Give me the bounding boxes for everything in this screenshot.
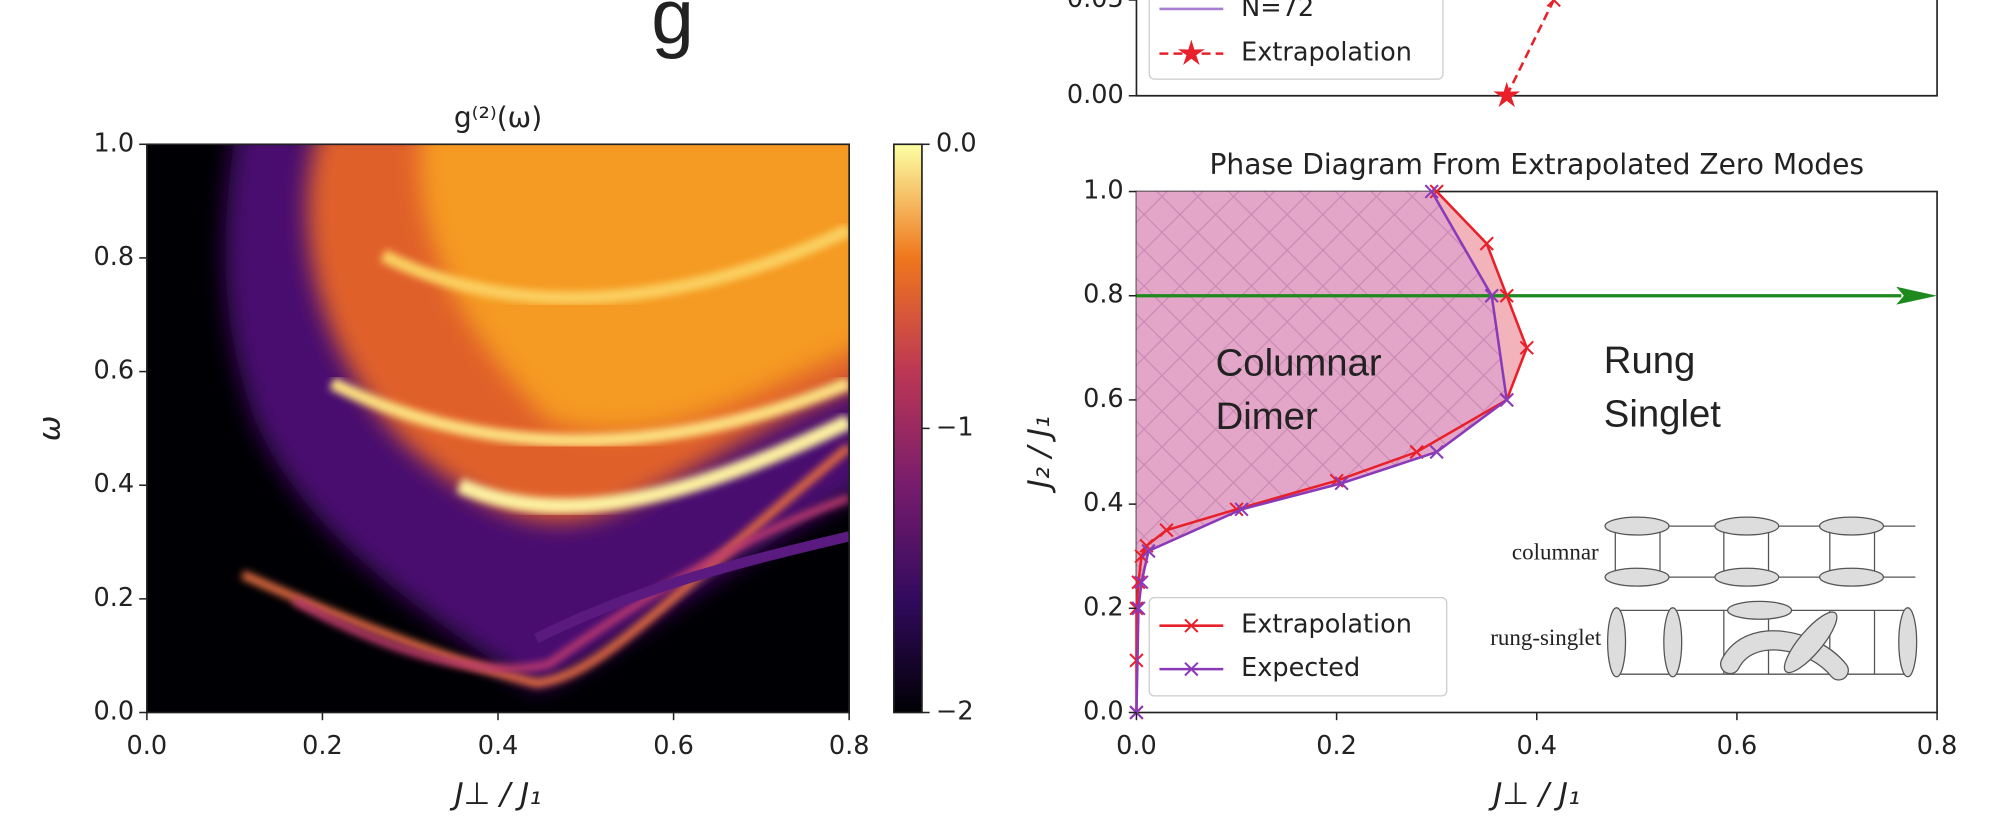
header-fragment: g bbox=[651, 0, 694, 60]
x-tick-label: 0.8 bbox=[829, 731, 870, 761]
marker bbox=[1159, 523, 1174, 538]
y-tick-label: 0.8 bbox=[1083, 280, 1124, 310]
region-fill bbox=[1136, 191, 1507, 713]
x-tick-label: 0.0 bbox=[127, 731, 168, 761]
region-label: Columnar bbox=[1216, 341, 1382, 384]
heatmap-image bbox=[146, 144, 850, 713]
y-axis-label: ω bbox=[33, 416, 68, 442]
x-tick-label: 0.4 bbox=[1516, 731, 1557, 761]
legend-box bbox=[1148, 596, 1448, 697]
marker bbox=[1429, 444, 1444, 460]
plot-frame bbox=[1135, 0, 1938, 97]
legend-label: N=72 bbox=[1241, 0, 1314, 23]
y-tick-label: 1.0 bbox=[1083, 176, 1124, 206]
legend-label: Extrapolation bbox=[1241, 610, 1412, 640]
x-tick-label: 0.2 bbox=[1316, 731, 1357, 761]
marker bbox=[1546, 0, 1561, 8]
x-tick-label: 0.8 bbox=[1917, 731, 1958, 761]
y-tick-label: 1.0 bbox=[94, 128, 135, 158]
plot-area bbox=[1129, 184, 1938, 720]
inset-label: columnar bbox=[1512, 539, 1599, 564]
colorbar-tick-label: −2 bbox=[936, 697, 974, 727]
marker bbox=[1334, 476, 1349, 491]
legend-marker bbox=[1184, 661, 1199, 677]
x-axis-label: J⊥ / J₁ bbox=[1487, 777, 1580, 812]
marker bbox=[1499, 392, 1514, 408]
inset-label: rung-singlet bbox=[1490, 625, 1602, 650]
x-tick-label: 0.4 bbox=[478, 731, 519, 761]
x-tick-label: 0.6 bbox=[653, 731, 694, 761]
marker bbox=[1429, 184, 1444, 199]
x-tick-label: 0.6 bbox=[1717, 731, 1758, 761]
marker bbox=[1424, 184, 1439, 199]
legend-label: Expected bbox=[1241, 653, 1360, 683]
y-tick-label: 0.8 bbox=[94, 242, 135, 272]
legend-marker bbox=[1184, 618, 1199, 633]
marker bbox=[1484, 288, 1499, 303]
y-tick-label: 0.2 bbox=[1083, 592, 1124, 622]
marker bbox=[1131, 601, 1146, 616]
y-tick-label: 0.0 bbox=[1083, 697, 1124, 727]
region-label: Singlet bbox=[1604, 392, 1721, 435]
colorbar-tick-label: 0.0 bbox=[936, 128, 977, 158]
y-tick-label: 0.0 bbox=[94, 697, 135, 727]
y-tick-label: 0.6 bbox=[1083, 384, 1124, 414]
x-axis-label: J⊥ / J₁ bbox=[449, 777, 542, 812]
y-tick-label: 0.4 bbox=[94, 469, 135, 499]
legend-marker bbox=[1178, 39, 1205, 65]
legend-label: Extrapolation bbox=[1241, 38, 1412, 68]
marker-star bbox=[1493, 81, 1521, 108]
series-line bbox=[1505, 0, 1555, 97]
region-label: Rung bbox=[1604, 339, 1696, 382]
marker bbox=[1479, 236, 1494, 251]
colorbar bbox=[893, 144, 922, 713]
inset-diagram bbox=[1604, 516, 1918, 681]
y-tick-label: 0.2 bbox=[94, 583, 135, 613]
marker bbox=[1519, 340, 1534, 355]
y-tick-label: 0.05 bbox=[1067, 0, 1124, 14]
y-axis-label: J₂ / J₁ bbox=[1022, 416, 1057, 494]
marker bbox=[1234, 502, 1249, 517]
marker bbox=[1499, 288, 1514, 303]
y-tick-label: 0.00 bbox=[1067, 80, 1124, 110]
marker bbox=[1134, 575, 1149, 590]
region-label: Dimer bbox=[1216, 395, 1318, 438]
colorbar-tick-label: −1 bbox=[936, 412, 974, 442]
x-tick-label: 0.2 bbox=[302, 731, 343, 761]
legend-box bbox=[1148, 0, 1444, 80]
x-tick-label: 0.0 bbox=[1116, 731, 1157, 761]
chart-title: Phase Diagram From Extrapolated Zero Mod… bbox=[1209, 148, 1864, 181]
series-line bbox=[1135, 190, 1509, 713]
marker bbox=[1141, 543, 1156, 559]
y-tick-label: 0.4 bbox=[1083, 488, 1124, 518]
arrow-head bbox=[1896, 286, 1938, 305]
y-tick-label: 0.6 bbox=[94, 356, 135, 386]
chart-title: g⁽²⁾(ω) bbox=[454, 101, 542, 134]
